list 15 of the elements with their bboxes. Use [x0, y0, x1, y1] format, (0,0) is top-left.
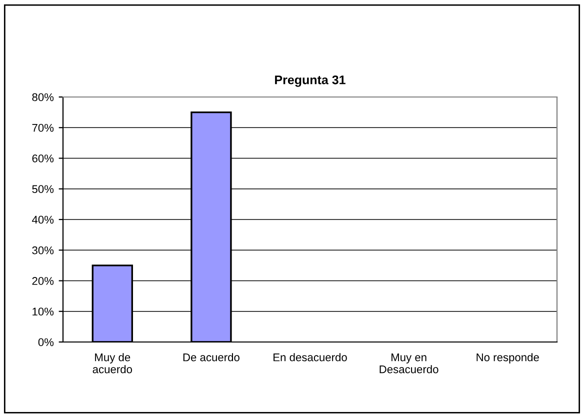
y-tick-label: 70% [32, 124, 54, 132]
y-tick-label: 40% [32, 216, 54, 224]
y-tick-label: 20% [32, 277, 54, 285]
x-tick-label: De acuerdo [183, 353, 240, 362]
y-tick-label: 60% [32, 154, 54, 162]
y-tick-label: 10% [32, 308, 54, 316]
x-tick-label: No responde [476, 353, 539, 364]
y-tick-label: 50% [32, 185, 54, 194]
y-tick-label: 0% [38, 338, 54, 346]
x-tick-label: Muy en Desacuerdo [380, 354, 438, 374]
y-tick-label: 30% [32, 246, 54, 254]
x-tick-label: En desacuerdo [274, 353, 347, 362]
x-tick-label: Muy de acuerdo [92, 353, 132, 374]
chart-title: Pregunta 31 [275, 75, 346, 87]
y-tick-label: 80% [32, 93, 54, 102]
